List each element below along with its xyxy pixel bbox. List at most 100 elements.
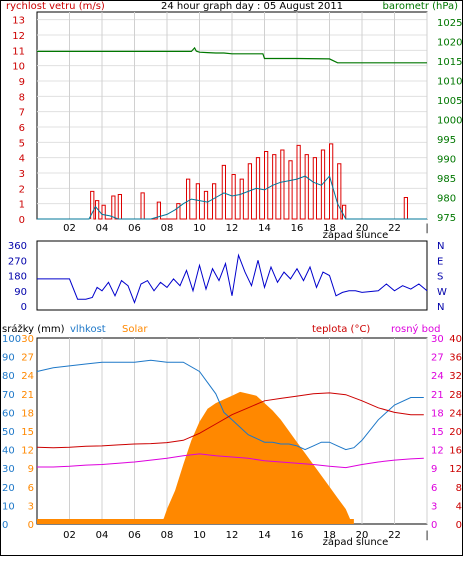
left-tick-label: 4 [19,154,25,165]
x-tick-label: 08 [161,530,174,541]
temperature-tick-label: 28 [449,390,462,401]
temperature-series [36,392,424,449]
rain-tick-label: 24 [21,371,34,382]
right-axis-title: barometr (hPa) [383,1,459,12]
left-tick-label: 8 [19,92,25,103]
humidity-tick-label: 20 [2,483,15,494]
temperature-tick-label: 24 [449,408,462,419]
left-tick-label: 13 [12,16,25,27]
left-tick-label: 9 [19,77,25,88]
x-tick-label: 18 [323,223,336,234]
x-tick-label: 12 [226,530,239,541]
humidity-tick-label: 60 [2,408,15,419]
dewpoint-tick-label: 27 [431,353,444,364]
wind-direction-series [37,253,428,305]
solar-baseline [37,519,354,524]
right-tick-label: 1005 [437,96,462,107]
rain-tick-label: 6 [28,483,34,494]
temperature-tick-label: 12 [449,464,462,475]
x-tick-label: 20 [356,223,369,234]
left-tick-label: 11 [12,46,25,57]
temperature-tick-label: 40 [449,334,462,345]
rain-tick-label: 3 [28,501,34,512]
x-tick-label: 06 [128,223,141,234]
left-tick-label: 7 [19,108,25,119]
x-tick-label: 02 [63,530,76,541]
x-tick-label: 14 [258,223,271,234]
rain-tick-label: 12 [21,446,34,457]
direction-tick-label: 180 [8,272,27,283]
temperature-tick-label: 32 [449,371,462,382]
humidity-tick-label: 100 [2,334,21,345]
humidity-series [36,359,424,451]
humidity-tick-label: 40 [2,446,15,457]
right-tick-label: 1020 [437,37,462,48]
chart-title: 24 hour graph day : 05 August 2011 [161,1,343,12]
right-tick-label: 975 [437,213,456,224]
x-tick-label: 06 [128,530,141,541]
dewpoint-tick-label: 9 [431,464,437,475]
x-tick-label: 14 [258,530,271,541]
dewpoint-tick-label: 30 [431,334,444,345]
dewpoint-tick-label: 21 [431,390,444,401]
temperature-tick-label: 4 [456,501,462,512]
direction-tick-label: 0 [21,302,27,313]
sunset-label: západ slunce [323,229,389,241]
rain-tick-label: 21 [21,390,34,401]
dewpoint-tick-label: 15 [431,427,444,438]
dewpoint-tick-label: 18 [431,408,444,419]
left-tick-label: 3 [19,169,25,180]
temperature-tick-label: 8 [456,483,462,494]
x-tick-label: 10 [193,223,206,234]
temperature-label: teplota (°C) [312,324,370,335]
solar-area [37,391,427,524]
x-tick-label: 02 [63,223,76,234]
x-tick-label: 22 [388,530,401,541]
x-tick-label: 22 [388,223,401,234]
x-tick-label: 20 [356,530,369,541]
humidity-tick-label: 70 [2,390,15,401]
x-tick-label: 04 [96,530,109,541]
compass-label: S [437,272,443,283]
left-axis-title: rychlost vetru (m/s) [6,1,105,12]
x-tick-label: 12 [226,223,239,234]
right-tick-label: 1025 [437,18,462,29]
rain-tick-label: 30 [21,334,34,345]
humidity-tick-label: 30 [2,464,15,475]
sunset-label: západ slunce [323,536,389,548]
left-tick-label: 12 [12,31,25,42]
left-tick-label: 6 [19,123,25,134]
left-tick-label: 10 [12,62,25,73]
right-tick-label: 995 [437,135,456,146]
x-tick-end: | [425,530,428,541]
temperature-tick-label: 20 [449,427,462,438]
temperature-tick-label: 0 [456,520,462,531]
compass-label: N [437,241,444,252]
left-tick-label: 5 [19,138,25,149]
compass-label: N [437,302,444,313]
rain-label: srážky (mm) [2,323,65,335]
wind-avg-series [37,175,427,220]
dewpoint-label: rosný bod [391,323,440,335]
humidity-tick-label: 0 [2,520,8,531]
right-tick-label: 1015 [437,57,462,68]
solar-label: Solar [122,324,148,335]
right-tick-label: 1000 [437,115,462,126]
direction-tick-label: 270 [8,256,27,267]
x-tick-label: 04 [96,223,109,234]
rain-tick-label: 27 [21,353,34,364]
compass-label: E [437,256,443,267]
humidity-tick-label: 50 [2,427,15,438]
compass-label: W [437,287,447,298]
rain-tick-label: 0 [28,520,34,531]
direction-tick-label: 90 [14,287,27,298]
right-tick-label: 980 [437,194,456,205]
humidity-tick-label: 10 [2,501,15,512]
dewpoint-tick-label: 3 [431,501,437,512]
x-tick-label: 18 [323,530,336,541]
x-tick-label: 16 [291,223,304,234]
left-tick-label: 0 [19,215,25,226]
right-tick-label: 985 [437,174,456,185]
x-tick-label: 16 [291,530,304,541]
